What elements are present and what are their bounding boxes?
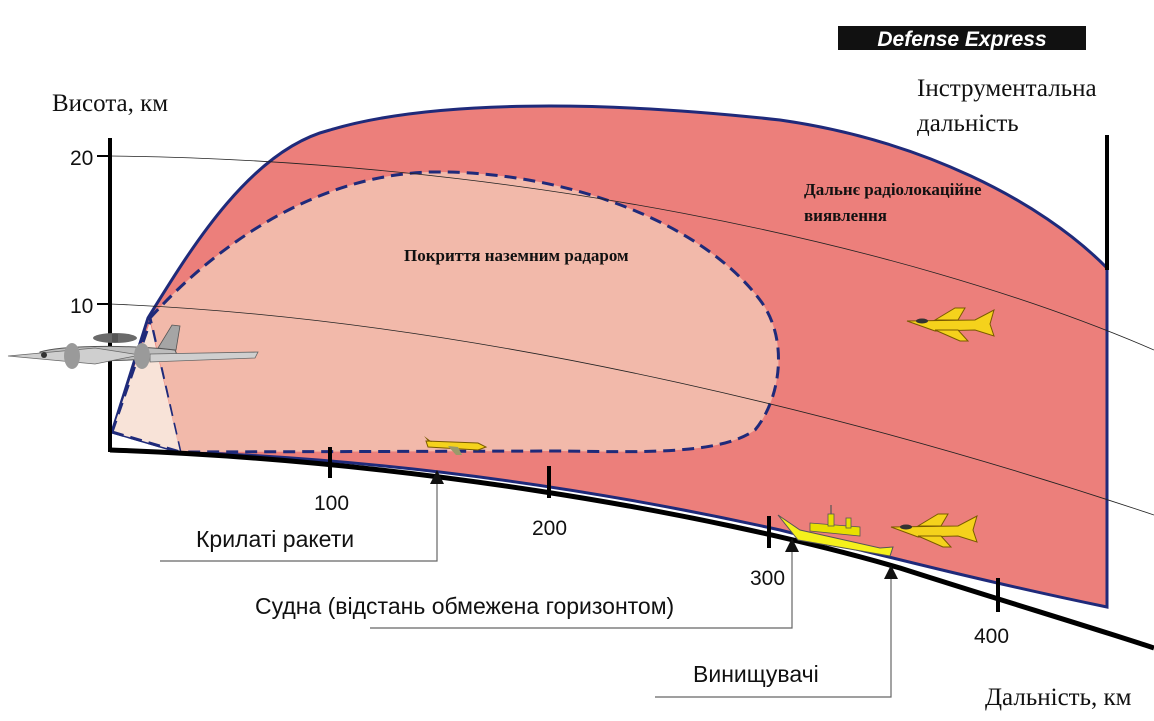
early-warning-label-2: виявлення: [804, 206, 887, 225]
ship-icon: [777, 505, 894, 557]
instrumental-range-label-1: Інструментальна: [917, 75, 1097, 102]
altitude-curve-20km: [109, 155, 1154, 351]
ground-radar-zone: [148, 170, 780, 454]
missile-leader-line: [160, 480, 438, 562]
y-tick-label-20: 20: [70, 147, 93, 170]
cruise-missile-icon: [424, 436, 488, 455]
missile-leader-arrow: [430, 470, 444, 484]
radar-dashed-upper-edge: [110, 321, 152, 433]
fighters-leader-arrow: [884, 565, 898, 579]
y-tick-label-10: 10: [70, 295, 93, 318]
x-tick-label-100: 100: [314, 492, 349, 515]
x-tick-label-400: 400: [974, 625, 1009, 648]
ships-leader-arrow: [785, 538, 799, 552]
ships-label: Судна (відстань обмежена горизонтом): [255, 593, 674, 619]
altitude-curve-10km: [109, 303, 1154, 516]
early-warning-label-1: Дальнє радіолокаційне: [804, 180, 982, 199]
fighter-jet-icon: [906, 307, 995, 342]
brand-badge: [838, 26, 1086, 50]
x-axis-label: Дальність, км: [985, 684, 1132, 711]
fighters-leader-line: [655, 575, 892, 698]
awacs-aircraft-icon: [7, 324, 259, 369]
ships-leader-line: [370, 548, 793, 629]
x-tick-label-200: 200: [532, 517, 567, 540]
fighters-label: Винищувачі: [693, 661, 819, 687]
y-axis-label: Висота, км: [52, 90, 168, 117]
instrumental-range-label-2: дальність: [917, 110, 1019, 137]
cruise-missiles-label: Крилаті ракети: [196, 526, 354, 552]
brand-text: Defense Express: [877, 28, 1046, 51]
ground-radar-label: Покриття наземним радаром: [404, 246, 629, 265]
radar-dashed-lower-edge: [111, 430, 181, 454]
x-tick-label-300: 300: [750, 567, 785, 590]
blind-wedge: [112, 322, 180, 452]
fighter-jet-icon: [890, 513, 978, 548]
